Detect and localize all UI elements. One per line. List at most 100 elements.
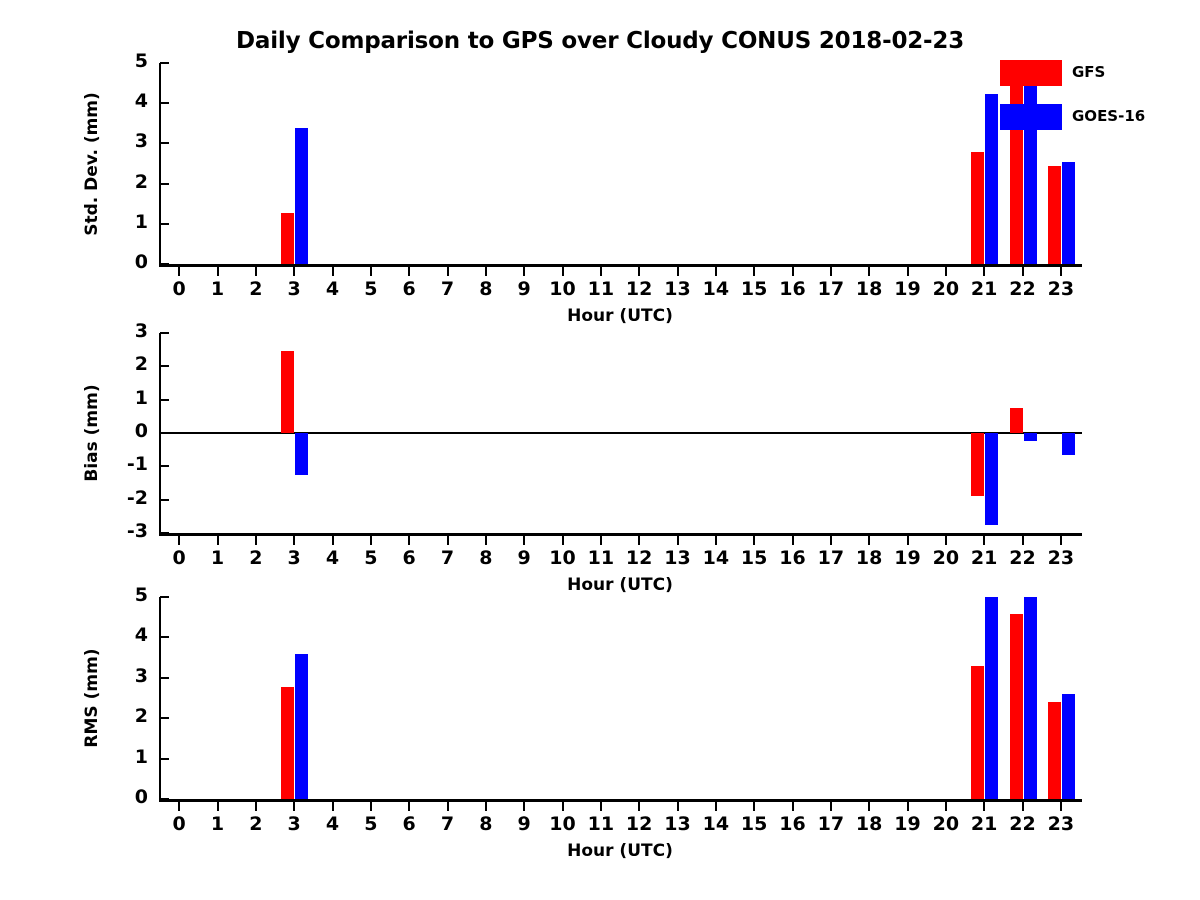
x-tick-mark: [369, 267, 372, 276]
x-tick-mark: [1021, 267, 1024, 276]
x-tick-mark: [523, 536, 526, 545]
x-tick-label: 6: [402, 813, 416, 835]
y-tick-label: 0: [134, 420, 148, 442]
bar-goes-16-hour-3: [295, 433, 309, 475]
x-tick-label: 2: [249, 278, 263, 300]
y-tick-mark: [160, 757, 169, 760]
y-axis-title: Std. Dev. (mm): [82, 91, 102, 236]
x-tick-mark: [638, 267, 641, 276]
x-tick-mark: [484, 536, 487, 545]
x-tick-mark: [714, 536, 717, 545]
x-tick-mark: [868, 802, 871, 811]
bar-gfs-hour-23: [1047, 702, 1061, 799]
x-tick-label: 0: [172, 547, 186, 569]
bar-gfs-hour-22: [1009, 408, 1023, 433]
x-tick-mark: [369, 536, 372, 545]
y-tick-label: 1: [134, 210, 148, 233]
y-tick-label: -3: [126, 520, 148, 542]
x-tick-mark: [561, 802, 564, 811]
x-tick-label: 13: [664, 547, 691, 569]
x-tick-mark: [446, 536, 449, 545]
x-tick-label: 22: [1009, 278, 1036, 300]
x-tick-mark: [983, 802, 986, 811]
y-tick-mark: [160, 498, 169, 501]
x-tick-label: 2: [249, 813, 263, 835]
page-title: Daily Comparison to GPS over Cloudy CONU…: [235, 28, 964, 54]
x-tick-label: 20: [932, 813, 960, 835]
x-tick-mark: [484, 802, 487, 811]
x-tick-mark: [216, 267, 219, 276]
x-tick-mark: [753, 536, 756, 545]
y-tick-mark: [160, 798, 169, 800]
x-tick-mark: [829, 536, 832, 545]
y-tick-label: 0: [134, 786, 148, 808]
x-tick-label: 10: [549, 547, 576, 569]
x-tick-label: 1: [210, 278, 225, 300]
bar-gfs-hour-23: [1047, 165, 1061, 264]
x-tick-label: 20: [932, 278, 960, 300]
x-axis-spine: [159, 799, 1082, 802]
x-tick-label: 21: [970, 813, 998, 835]
x-tick-mark: [676, 536, 679, 545]
y-tick-mark: [160, 263, 169, 265]
x-tick-mark: [599, 267, 602, 276]
x-tick-mark: [331, 802, 334, 811]
x-tick-mark: [523, 802, 526, 811]
bar-goes-16-hour-23: [1061, 162, 1075, 264]
x-tick-label: 21: [970, 547, 998, 569]
bar-goes-16-hour-21: [985, 597, 999, 799]
x-tick-label: 4: [325, 813, 340, 835]
x-tick-label: 12: [625, 278, 653, 300]
x-tick-label: 11: [587, 278, 615, 300]
x-tick-label: 22: [1009, 813, 1036, 835]
x-tick-label: 1: [210, 547, 225, 569]
x-tick-mark: [599, 536, 602, 545]
x-tick-mark: [868, 267, 871, 276]
x-tick-mark: [178, 267, 181, 276]
y-tick-label: 5: [134, 50, 148, 72]
y-tick-label: 4: [134, 624, 148, 647]
x-tick-mark: [1021, 802, 1024, 811]
x-tick-label: 13: [664, 813, 691, 835]
x-tick-mark: [561, 267, 564, 276]
x-tick-label: 16: [779, 278, 806, 300]
x-tick-mark: [714, 802, 717, 811]
x-tick-label: 15: [740, 278, 768, 300]
y-tick-label: 3: [134, 320, 148, 342]
x-tick-mark: [791, 536, 794, 545]
y-axis-title: RMS (mm): [82, 648, 102, 748]
bar-gfs-hour-3: [281, 351, 295, 433]
x-tick-mark: [293, 536, 296, 545]
x-tick-label: 11: [587, 547, 615, 569]
x-tick-mark: [293, 802, 296, 811]
bar-goes-16-hour-22: [1023, 597, 1037, 799]
x-tick-mark: [1059, 536, 1062, 545]
x-tick-label: 3: [287, 278, 301, 300]
bar-gfs-hour-3: [281, 212, 295, 264]
x-tick-mark: [216, 536, 219, 545]
bar-goes-16-hour-22: [1023, 63, 1037, 264]
x-tick-mark: [983, 267, 986, 276]
x-tick-mark: [561, 536, 564, 545]
x-tick-mark: [983, 536, 986, 545]
x-tick-mark: [331, 267, 334, 276]
x-tick-label: 15: [740, 547, 768, 569]
y-tick-mark: [160, 636, 169, 639]
y-tick-mark: [160, 62, 169, 64]
x-tick-mark: [906, 267, 909, 276]
bar-goes-16-hour-23: [1061, 693, 1075, 799]
x-tick-label: 19: [894, 278, 921, 300]
x-tick-mark: [484, 267, 487, 276]
x-tick-mark: [829, 802, 832, 811]
x-tick-label: 6: [402, 278, 416, 300]
x-tick-mark: [523, 267, 526, 276]
x-tick-mark: [408, 802, 411, 811]
x-tick-label: 20: [932, 547, 960, 569]
y-axis-title: Bias (mm): [82, 384, 102, 482]
x-tick-label: 19: [894, 547, 921, 569]
y-tick-mark: [160, 102, 169, 105]
bar-goes-16-hour-22: [1023, 433, 1037, 442]
y-axis-spine: [159, 597, 161, 799]
x-tick-mark: [254, 536, 257, 545]
bar-gfs-hour-21: [971, 433, 985, 497]
